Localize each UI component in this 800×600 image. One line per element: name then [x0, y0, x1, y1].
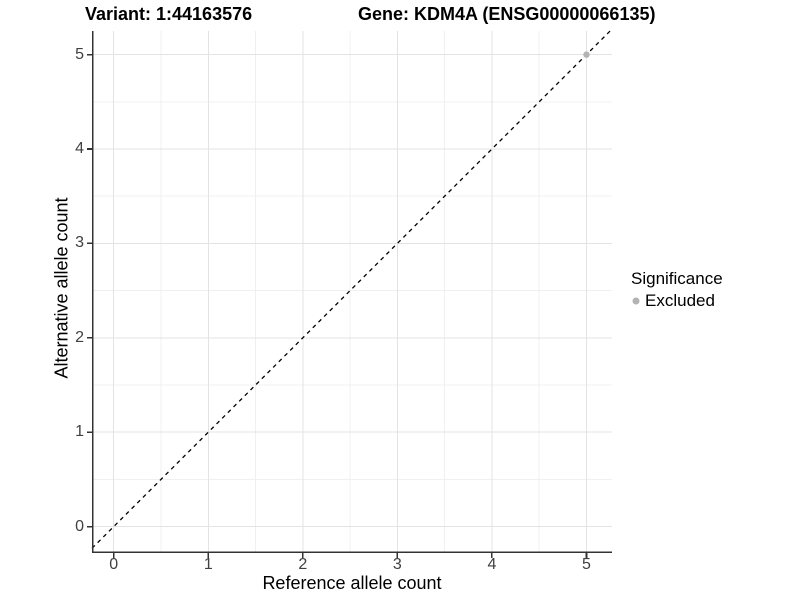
y-tick-label: 1 — [75, 423, 84, 441]
y-tick-label: 5 — [75, 45, 84, 63]
y-tick-label: 4 — [75, 139, 84, 157]
x-tick-label: 5 — [582, 556, 591, 573]
y-axis-title: Alternative allele count — [51, 197, 72, 379]
plot-title-gene: Gene: KDM4A (ENSG00000066135) — [358, 4, 656, 24]
identity-line — [91, 30, 611, 549]
x-tick-label: 2 — [298, 556, 308, 573]
x-tick-label: 1 — [203, 556, 213, 573]
plot-title-variant: Variant: 1:44163576 — [85, 4, 253, 24]
legend-title: Significance — [631, 269, 723, 288]
legend-key-circle — [632, 297, 640, 304]
data-point — [583, 51, 590, 58]
excluded-point-icon — [632, 297, 640, 304]
x-axis-title: Reference allele count — [262, 573, 442, 593]
legend: Significance Excluded — [631, 269, 723, 310]
y-tick-label: 3 — [75, 234, 84, 252]
x-tick-label: 3 — [392, 556, 402, 573]
legend-item-label: Excluded — [645, 291, 715, 310]
x-tick-label: 4 — [487, 556, 497, 573]
y-tick-label: 0 — [75, 517, 84, 535]
y-tick-label: 2 — [75, 328, 84, 346]
x-tick-label: 0 — [109, 556, 119, 573]
plot-panel — [87, 30, 612, 558]
legend-item-excluded: Excluded — [631, 291, 723, 310]
